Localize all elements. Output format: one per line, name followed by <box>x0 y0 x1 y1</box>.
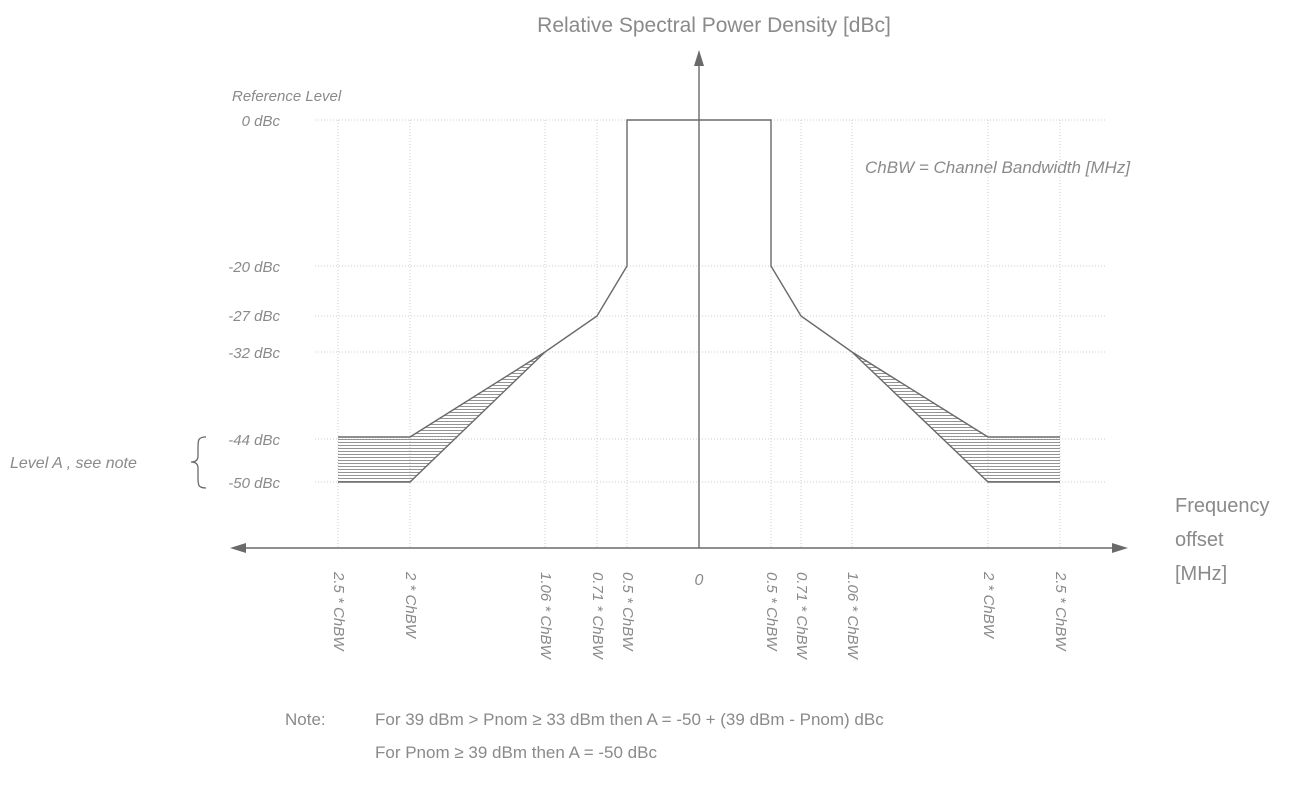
tick-center-0: 0 <box>695 572 704 589</box>
tick-left-2.5: 2.5 * ChBW <box>330 571 347 652</box>
level-label-m20: -20 dBc <box>228 259 280 276</box>
axes <box>230 50 1128 553</box>
diagram-title: Relative Spectral Power Density [dBc] <box>537 14 891 37</box>
tick-right-1.06: 1.06 * ChBW <box>844 572 861 661</box>
note-line-1: For 39 dBm > Pnom ≥ 33 dBm then A = -50 … <box>375 710 884 729</box>
tick-left-0.5: 0.5 * ChBW <box>619 572 636 652</box>
x-axis-arrow-right <box>1112 543 1128 553</box>
chbw-definition: ChBW = Channel Bandwidth [MHz] <box>865 158 1131 177</box>
tick-left-1.06: 1.06 * ChBW <box>537 572 554 661</box>
note-line-2: For Pnom ≥ 39 dBm then A = -50 dBc <box>375 743 657 762</box>
tick-left-0.71: 0.71 * ChBW <box>589 572 606 661</box>
vertical-gridlines <box>337 120 1061 548</box>
level-label-0: 0 dBc <box>242 113 281 130</box>
mask-lower-right <box>851 351 1060 483</box>
note-label: Note: <box>285 710 326 729</box>
tick-right-2.5: 2.5 * ChBW <box>1052 571 1069 652</box>
left-hatch <box>338 352 545 482</box>
tick-left-2: 2 * ChBW <box>402 571 419 640</box>
mask-lower-left <box>338 351 546 483</box>
tick-right-0.5: 0.5 * ChBW <box>763 572 780 652</box>
svg-text:[MHz]: [MHz] <box>1175 563 1227 585</box>
level-label-m32: -32 dBc <box>228 345 280 362</box>
note-block: Note: For 39 dBm > Pnom ≥ 33 dBm then A … <box>285 710 884 762</box>
y-level-labels: 0 dBc -20 dBc -27 dBc -32 dBc -44 dBc -5… <box>228 113 280 492</box>
x-axis-arrow-left <box>230 543 246 553</box>
level-label-m27: -27 dBc <box>228 308 280 325</box>
x-axis-label: Frequency offset [MHz] <box>1175 495 1270 585</box>
x-tick-labels: 2.5 * ChBW 2 * ChBW 1.06 * ChBW 0.71 * C… <box>330 571 1069 661</box>
y-axis-arrow <box>694 50 704 66</box>
tick-right-0.71: 0.71 * ChBW <box>793 572 810 661</box>
reference-level-label: Reference Level <box>232 88 342 105</box>
level-label-m44: -44 dBc <box>228 432 280 449</box>
level-label-m50: -50 dBc <box>228 475 280 492</box>
level-a-brace <box>190 436 207 489</box>
tick-right-2: 2 * ChBW <box>980 571 997 640</box>
svg-text:offset: offset <box>1175 529 1224 551</box>
level-a-label: Level A , see note <box>10 455 137 472</box>
svg-text:Frequency: Frequency <box>1175 495 1270 517</box>
